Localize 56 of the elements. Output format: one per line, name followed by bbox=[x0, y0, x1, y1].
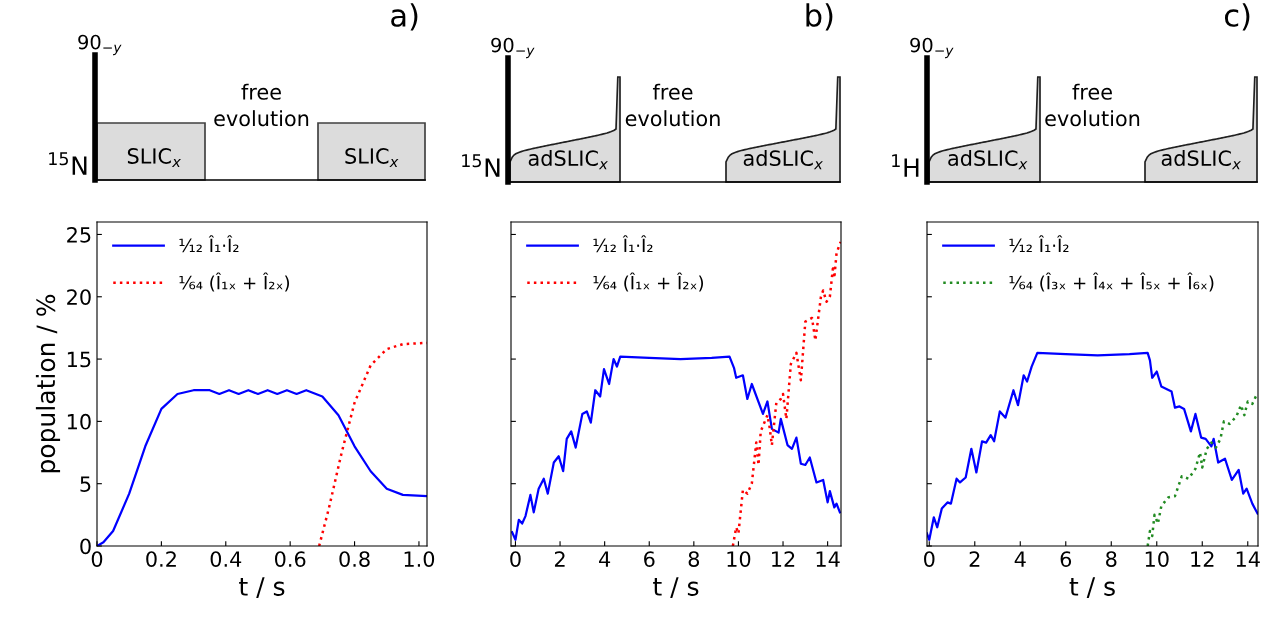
x-tick-label: 0 bbox=[510, 551, 521, 567]
text: 90$_{−y}$ bbox=[78, 34, 122, 56]
text: adSLIC$_{x}$ bbox=[528, 149, 608, 170]
x-tick-label: 2 bbox=[554, 551, 565, 567]
x-tick-label: 0.2 bbox=[146, 551, 176, 567]
x-tick-label: 6 bbox=[644, 551, 655, 567]
text: adSLIC$_{x}$ bbox=[1161, 149, 1241, 170]
text: free evolution bbox=[214, 83, 309, 127]
y-axis-title: population / % bbox=[35, 294, 61, 473]
legend-label: ¹⁄₆₄ (Î₁ₓ + Î₂ₓ) bbox=[179, 272, 290, 292]
y-tick-label: 15 bbox=[67, 351, 91, 368]
x-tick-label: 8 bbox=[1106, 551, 1117, 567]
x-tick-label: 1.0 bbox=[404, 551, 435, 567]
x-tick-label: 0 bbox=[91, 551, 103, 567]
x-axis-title: t / s bbox=[1069, 577, 1115, 598]
text: $^{1}$H bbox=[892, 154, 919, 177]
legend-label: ¹⁄₁₂ Î₁·Î₂ bbox=[1009, 235, 1069, 253]
y-tick-label: 20 bbox=[67, 289, 91, 305]
chart-title: b) bbox=[806, 3, 833, 31]
x-tick-label: 8 bbox=[688, 551, 700, 567]
x-tick-label: 10 bbox=[727, 551, 751, 567]
text: free evolution bbox=[1045, 83, 1140, 127]
x-tick-label: 4 bbox=[1014, 551, 1026, 567]
text: adSLIC$_{x}$ bbox=[948, 149, 1028, 170]
x-tick-label: 14 bbox=[816, 551, 840, 567]
chart-title: c) bbox=[1224, 3, 1250, 31]
x-axis-title: t / s bbox=[653, 577, 699, 598]
text: adSLIC$_{x}$ bbox=[743, 149, 823, 170]
x-tick-label: 12 bbox=[772, 551, 795, 567]
legend-label: ¹⁄₁₂ Î₁·Î₂ bbox=[593, 235, 653, 253]
text: $^{15}$N bbox=[462, 154, 500, 177]
chart-title: a) bbox=[391, 3, 418, 31]
x-tick-label: 2 bbox=[969, 551, 980, 567]
legend-label: ¹⁄₁₂ Î₁·Î₂ bbox=[179, 235, 239, 253]
text: $^{15}$N bbox=[49, 152, 87, 175]
y-tick-label: 10 bbox=[67, 413, 91, 430]
text: SLIC$_{x}$ bbox=[345, 148, 399, 167]
x-tick-label: 12 bbox=[1191, 551, 1214, 567]
text: free evolution bbox=[625, 83, 720, 127]
legend-label: ¹⁄₆₄ (Î₁ₓ + Î₂ₓ) bbox=[593, 272, 704, 292]
legend-label: ¹⁄₆₄ (Î₃ₓ + Î₄ₓ + Î₅ₓ + Î₆ₓ) bbox=[1009, 272, 1214, 292]
x-tick-label: 6 bbox=[1060, 551, 1072, 567]
y-tick-label: 0 bbox=[80, 538, 91, 555]
text: SLIC$_{x}$ bbox=[127, 148, 181, 167]
text: 90$_{−y}$ bbox=[910, 37, 954, 59]
y-tick-label: 5 bbox=[80, 476, 91, 492]
x-tick-label: 0 bbox=[924, 551, 935, 567]
x-tick-label: 4 bbox=[599, 551, 611, 567]
x-tick-label: 0.6 bbox=[274, 551, 306, 567]
x-tick-label: 0.8 bbox=[339, 551, 370, 567]
x-tick-label: 10 bbox=[1145, 551, 1169, 567]
x-tick-label: 0.4 bbox=[210, 551, 242, 567]
y-tick-label: 25 bbox=[67, 226, 91, 243]
x-tick-label: 14 bbox=[1236, 551, 1260, 567]
text: 90$_{−y}$ bbox=[491, 37, 535, 59]
x-axis-title: t / s bbox=[239, 577, 285, 598]
